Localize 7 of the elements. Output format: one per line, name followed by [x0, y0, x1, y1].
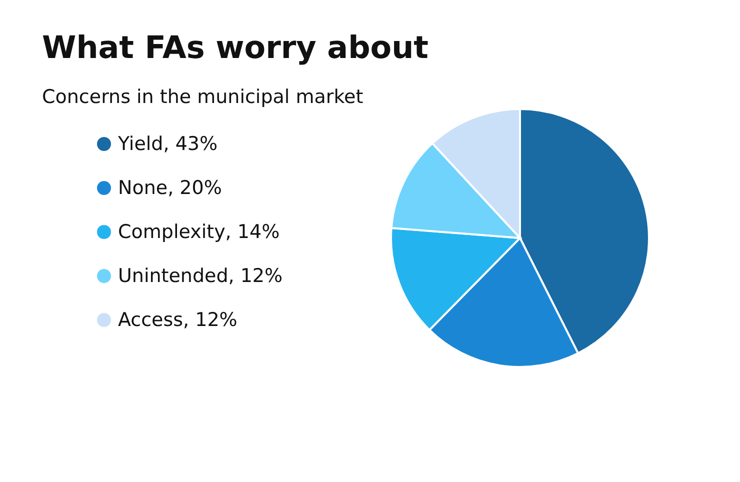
chart-title: What FAs worry about: [42, 30, 428, 66]
legend-label: None, 20%: [118, 177, 222, 199]
legend-label: Complexity, 14%: [118, 221, 280, 243]
legend-label: Unintended, 12%: [118, 265, 283, 287]
chart-subtitle: Concerns in the municipal market: [42, 86, 364, 108]
legend-label: Yield, 43%: [118, 133, 218, 155]
legend-label: Access, 12%: [118, 309, 238, 331]
